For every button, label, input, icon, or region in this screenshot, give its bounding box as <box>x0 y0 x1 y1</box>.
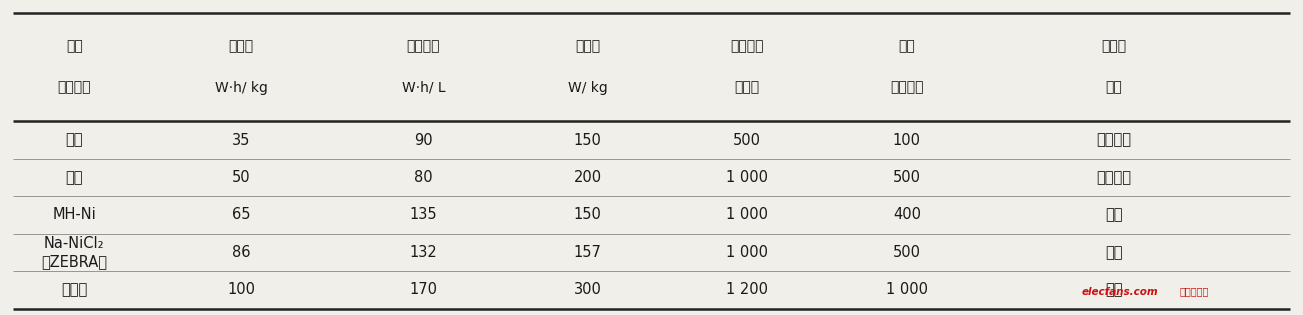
Text: 135: 135 <box>409 208 438 222</box>
Text: 90: 90 <box>414 133 433 147</box>
Text: 大量生产: 大量生产 <box>1097 133 1131 147</box>
Text: 300: 300 <box>573 283 602 297</box>
Text: 65: 65 <box>232 208 250 222</box>
Text: W·h/ L: W·h/ L <box>401 81 446 94</box>
Text: （相对）: （相对） <box>890 81 924 94</box>
Text: elecfans.com: elecfans.com <box>1081 287 1158 296</box>
Text: 1 000: 1 000 <box>886 283 928 297</box>
Text: MH-Ni: MH-Ni <box>52 208 96 222</box>
Text: 80: 80 <box>414 170 433 185</box>
Text: 35: 35 <box>232 133 250 147</box>
Text: 中试: 中试 <box>1105 245 1123 260</box>
Text: W·h/ kg: W·h/ kg <box>215 81 267 94</box>
Text: 电池种类: 电池种类 <box>57 81 91 94</box>
Text: 132: 132 <box>409 245 438 260</box>
Text: 锂离子: 锂离子 <box>61 283 87 297</box>
Text: 100: 100 <box>893 133 921 147</box>
Text: 50: 50 <box>232 170 250 185</box>
Text: 试制: 试制 <box>1105 208 1123 222</box>
Text: 比功率: 比功率 <box>575 39 601 53</box>
Text: 170: 170 <box>409 283 438 297</box>
Text: 商品化: 商品化 <box>1101 39 1127 53</box>
Text: 100: 100 <box>227 283 255 297</box>
Text: 程度: 程度 <box>1106 81 1122 94</box>
Text: （次）: （次） <box>734 81 760 94</box>
Text: 大量生产: 大量生产 <box>1097 170 1131 185</box>
Text: 1 000: 1 000 <box>726 208 767 222</box>
Text: 500: 500 <box>732 133 761 147</box>
Text: 循环寿命: 循环寿命 <box>730 39 764 53</box>
Text: 200: 200 <box>573 170 602 185</box>
Text: 400: 400 <box>893 208 921 222</box>
Text: W/ kg: W/ kg <box>568 81 607 94</box>
Text: 价格: 价格 <box>899 39 915 53</box>
Text: 电子发烧友: 电子发烧友 <box>1179 287 1209 296</box>
Text: 157: 157 <box>573 245 602 260</box>
Text: 1 000: 1 000 <box>726 170 767 185</box>
Text: 能量密度: 能量密度 <box>407 39 440 53</box>
Text: 500: 500 <box>893 170 921 185</box>
Text: 镉镍: 镉镍 <box>65 170 83 185</box>
Text: 比能量: 比能量 <box>228 39 254 53</box>
Text: 500: 500 <box>893 245 921 260</box>
Text: 铅酸: 铅酸 <box>65 133 83 147</box>
Text: 150: 150 <box>573 133 602 147</box>
Text: 1 000: 1 000 <box>726 245 767 260</box>
Text: 150: 150 <box>573 208 602 222</box>
Text: 性能: 性能 <box>66 39 82 53</box>
Text: 试制: 试制 <box>1105 283 1123 297</box>
Text: 86: 86 <box>232 245 250 260</box>
Text: Na-NiCl₂
（ZEBRA）: Na-NiCl₂ （ZEBRA） <box>42 236 107 269</box>
Text: 1 200: 1 200 <box>726 283 767 297</box>
